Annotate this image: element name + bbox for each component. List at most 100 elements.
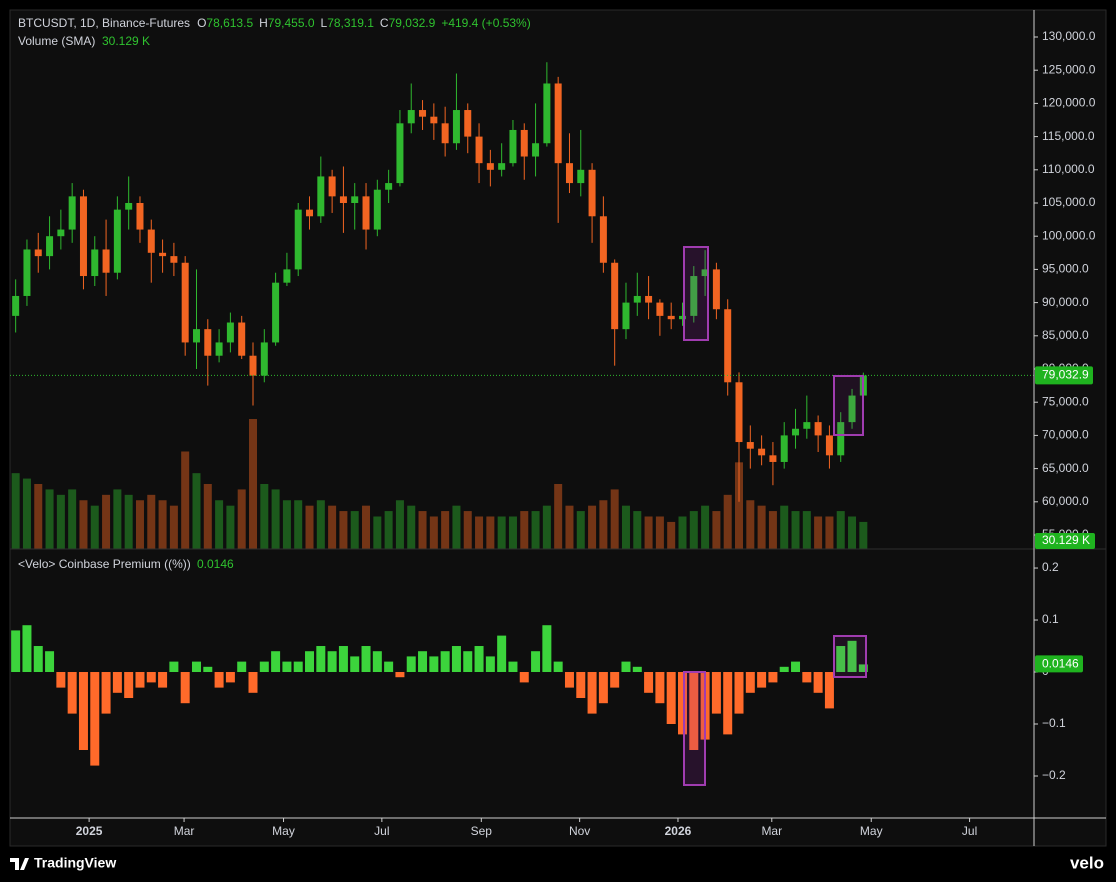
volume-bar — [102, 494, 111, 549]
symbol: BTCUSDT, 1D, Binance-Futures — [18, 16, 190, 30]
candle-body — [701, 269, 709, 277]
brand-left: TradingView — [34, 855, 116, 871]
volume-bar — [735, 462, 744, 549]
premium-bar — [644, 672, 654, 693]
volume-tag-label: 30.129 K — [1042, 533, 1090, 547]
premium-bar — [305, 651, 315, 673]
premium-bar — [418, 651, 428, 673]
premium-bar — [802, 672, 812, 683]
ohlc-key: L — [321, 16, 328, 30]
premium-bar — [180, 672, 190, 704]
candle-body — [68, 196, 76, 230]
candle-body — [113, 209, 121, 273]
candle-body — [780, 435, 788, 462]
change: +419.4 (+0.53%) — [441, 16, 530, 30]
volume-bar — [712, 511, 721, 549]
y-tick-label: 75,000.0 — [1042, 394, 1089, 408]
volume-bar — [723, 494, 732, 549]
candle-body — [102, 249, 110, 273]
candle-body — [520, 129, 528, 157]
premium-bar — [112, 672, 122, 693]
premium-bar — [293, 661, 303, 673]
premium-bar — [791, 661, 801, 673]
volume-bar — [11, 473, 20, 549]
premium-title: <Velo> Coinbase Premium ((%)) — [18, 557, 191, 571]
ohlc-key: H — [259, 16, 268, 30]
candle-body — [464, 110, 472, 137]
premium-bar — [824, 672, 834, 709]
candle-body — [215, 342, 223, 356]
premium-bar — [259, 661, 269, 673]
last-price-tag — [1035, 366, 1093, 385]
volume-bar — [542, 505, 551, 549]
y-tick-label: 0.2 — [1042, 560, 1059, 574]
premium-bar — [22, 625, 32, 673]
logo-icon — [10, 858, 29, 870]
candle-body — [419, 110, 427, 117]
candle-body — [611, 262, 619, 330]
volume-bar — [203, 484, 212, 549]
last-price-label: 79,032.9 — [1042, 368, 1089, 382]
candle-body — [23, 249, 31, 296]
premium-bar — [372, 651, 382, 673]
volume-bar — [237, 489, 246, 549]
volume-bar — [554, 484, 563, 549]
volume-bar — [339, 511, 348, 549]
premium-bar — [779, 666, 789, 673]
volume-bar — [689, 511, 698, 549]
premium-bar — [666, 672, 676, 725]
premium-bar — [474, 646, 484, 673]
premium-bar — [406, 656, 416, 673]
premium-bar — [33, 646, 43, 673]
candle-body — [260, 342, 268, 376]
volume-bar — [508, 516, 517, 549]
premium-bar — [203, 666, 213, 673]
y-tick-label: 65,000.0 — [1042, 461, 1089, 475]
y-tick-label: 110,000.0 — [1042, 162, 1095, 176]
candle-body — [204, 329, 212, 356]
volume-bar — [90, 505, 99, 549]
volume-bar — [373, 516, 382, 549]
volume-bar — [124, 494, 133, 549]
premium-bar — [542, 625, 552, 673]
premium-bar — [169, 661, 179, 673]
premium-bar — [316, 646, 326, 673]
y-tick-label: 0.1 — [1042, 612, 1059, 626]
premium-bar — [621, 661, 631, 673]
volume-bar — [215, 500, 224, 549]
premium-bar — [655, 672, 665, 704]
volume-bar — [429, 516, 438, 549]
candle-body — [147, 229, 155, 253]
volume-bar — [531, 511, 540, 549]
volume-bar — [497, 516, 506, 549]
premium-bar — [576, 672, 586, 699]
volume-bar — [859, 521, 868, 549]
legend: BTCUSDT, 1D, Binance-Futures O78,613.5 H79… — [18, 16, 531, 30]
candle-body — [136, 202, 144, 230]
volume-bar — [701, 505, 710, 549]
volume-bar — [463, 511, 472, 549]
premium-bar — [225, 672, 235, 683]
candle-body — [362, 196, 370, 230]
premium-bar — [723, 672, 733, 735]
volume-bar — [452, 505, 461, 549]
volume-bar — [362, 505, 371, 549]
tradingview-logo: TradingView — [10, 855, 116, 871]
candle-body — [272, 282, 280, 343]
volume-bar — [836, 511, 845, 549]
premium-bar — [836, 646, 846, 673]
premium-bar — [395, 672, 405, 678]
volume-bar — [271, 489, 280, 549]
x-tick-label: Jul — [962, 824, 977, 838]
x-tick-label: 2026 — [665, 824, 692, 838]
premium-bar — [531, 651, 541, 673]
volume-bar — [621, 505, 630, 549]
candle-body — [34, 249, 42, 257]
premium-bar — [90, 672, 100, 766]
brand-right: velo — [1070, 853, 1104, 872]
y-tick-label: 90,000.0 — [1042, 295, 1089, 309]
volume-bar — [599, 500, 608, 549]
volume-bar — [260, 484, 269, 549]
candle-body — [656, 302, 664, 316]
premium-bar — [632, 666, 642, 673]
